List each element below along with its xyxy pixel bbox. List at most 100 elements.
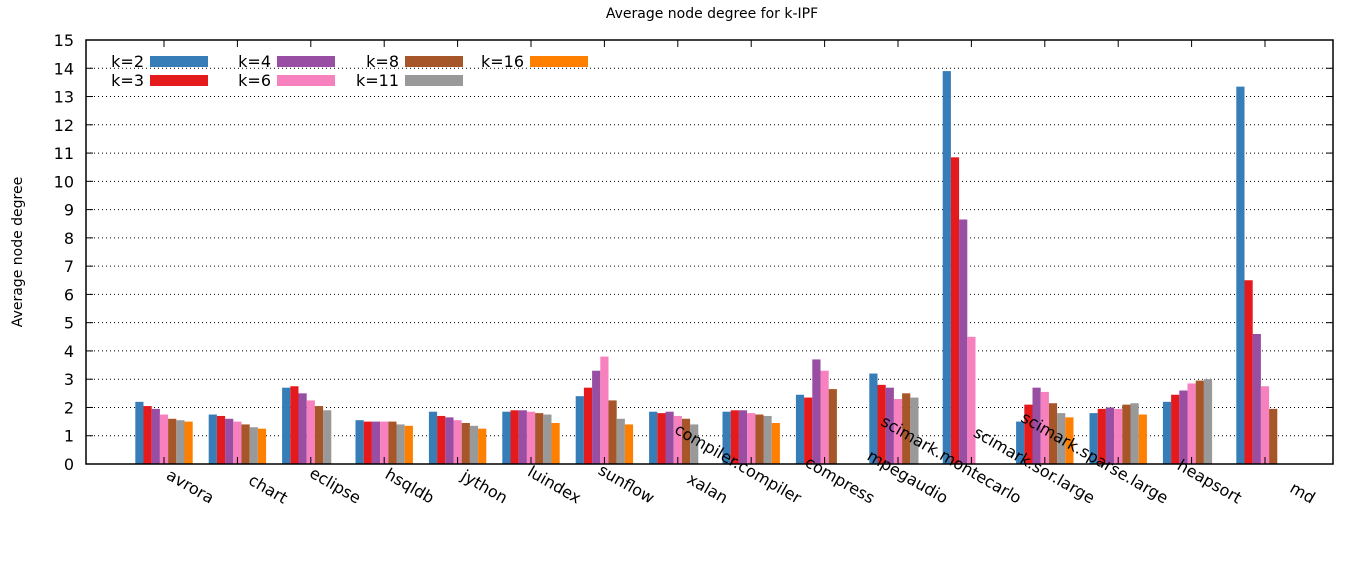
bar bbox=[143, 406, 152, 464]
y-tick-label: 5 bbox=[64, 314, 74, 333]
legend-label: k=8 bbox=[366, 52, 399, 71]
y-tick-label: 1 bbox=[64, 427, 74, 446]
bar bbox=[1057, 413, 1066, 464]
bar bbox=[959, 219, 968, 464]
y-tick-label: 15 bbox=[54, 31, 74, 50]
bar bbox=[1244, 280, 1253, 464]
bar bbox=[902, 393, 911, 464]
bar bbox=[478, 428, 487, 464]
bar bbox=[371, 421, 381, 464]
x-tick-label: chart bbox=[245, 470, 291, 507]
bar bbox=[168, 418, 177, 464]
bar bbox=[738, 410, 748, 464]
bar bbox=[1195, 380, 1204, 464]
bars bbox=[135, 71, 1278, 465]
bar bbox=[135, 401, 144, 464]
legend-label: k=11 bbox=[356, 71, 399, 90]
bar bbox=[910, 397, 919, 464]
bar bbox=[437, 415, 446, 464]
bar bbox=[257, 428, 267, 464]
bar bbox=[967, 336, 976, 464]
bar bbox=[1260, 386, 1270, 464]
bar bbox=[1130, 403, 1139, 464]
legend-label: k=16 bbox=[481, 52, 524, 71]
y-tick-label: 7 bbox=[64, 257, 74, 276]
bar bbox=[690, 424, 699, 464]
bar bbox=[388, 421, 397, 464]
x-tick-label: sunflow bbox=[595, 460, 658, 507]
bar bbox=[828, 389, 837, 464]
bar bbox=[1024, 404, 1033, 464]
bar bbox=[306, 400, 315, 464]
x-tick-label: avrora bbox=[163, 465, 217, 507]
bar bbox=[526, 411, 536, 464]
bar bbox=[404, 425, 413, 464]
x-tick-label: hsqldb bbox=[382, 464, 438, 507]
bar bbox=[1171, 394, 1180, 464]
bar bbox=[314, 406, 324, 464]
bar bbox=[1187, 383, 1196, 464]
bar bbox=[535, 413, 544, 464]
bar bbox=[233, 421, 242, 464]
bar bbox=[1269, 408, 1278, 464]
bar bbox=[1162, 401, 1172, 464]
bar bbox=[1097, 408, 1106, 464]
bar bbox=[445, 417, 454, 464]
bar bbox=[159, 414, 169, 464]
bar bbox=[176, 420, 185, 464]
bar bbox=[820, 370, 829, 464]
bar bbox=[510, 410, 519, 464]
bar bbox=[616, 418, 625, 464]
y-tick-label: 0 bbox=[64, 455, 74, 474]
bar bbox=[355, 420, 364, 464]
bar bbox=[755, 414, 764, 464]
y-tick-label: 4 bbox=[64, 342, 74, 361]
bar bbox=[885, 387, 894, 464]
bar bbox=[747, 413, 756, 464]
bar bbox=[730, 410, 739, 464]
bar bbox=[1040, 391, 1049, 464]
legend-label: k=3 bbox=[111, 71, 144, 90]
legend-label: k=2 bbox=[111, 52, 144, 71]
bar bbox=[1122, 404, 1131, 464]
bar bbox=[950, 157, 960, 464]
y-tick-label: 12 bbox=[54, 116, 74, 135]
bar bbox=[1016, 421, 1025, 464]
legend-label: k=4 bbox=[238, 52, 271, 71]
bar bbox=[722, 411, 731, 464]
legend-label: k=6 bbox=[238, 71, 271, 90]
bar bbox=[380, 421, 389, 464]
bar bbox=[184, 421, 193, 464]
legend-swatch bbox=[150, 75, 208, 86]
bar bbox=[1236, 86, 1245, 464]
bar bbox=[216, 415, 226, 464]
bar bbox=[1065, 417, 1074, 464]
legend-swatch bbox=[277, 75, 335, 86]
y-tick-label: 10 bbox=[54, 172, 74, 191]
bar bbox=[298, 393, 307, 464]
legend-swatch bbox=[405, 56, 463, 67]
bar bbox=[225, 418, 234, 464]
bar bbox=[942, 71, 951, 465]
plot-frame bbox=[85, 39, 1334, 465]
legend: k=2k=3 k=4k=6 k=8k=11 k=16 bbox=[111, 52, 588, 90]
legend-swatch bbox=[530, 56, 588, 67]
bar bbox=[812, 359, 821, 464]
bar bbox=[608, 400, 617, 464]
bar bbox=[290, 386, 299, 464]
x-tick-label: md bbox=[1287, 478, 1319, 507]
y-tick-label: 2 bbox=[64, 398, 74, 417]
bar bbox=[543, 414, 552, 464]
x-tick-label: xalan bbox=[684, 469, 731, 507]
bar bbox=[763, 415, 772, 464]
x-tick-label: luindex bbox=[524, 462, 584, 508]
x-tick-label: jython bbox=[457, 465, 511, 507]
bar bbox=[771, 423, 780, 464]
bar bbox=[877, 384, 886, 464]
bar bbox=[208, 414, 217, 464]
y-tick-label: 9 bbox=[64, 201, 74, 220]
bar bbox=[282, 387, 291, 464]
bar bbox=[869, 373, 878, 464]
